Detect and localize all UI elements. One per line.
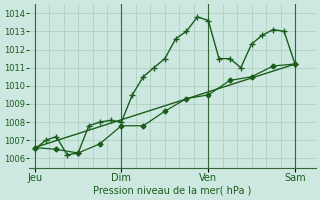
X-axis label: Pression niveau de la mer( hPa ): Pression niveau de la mer( hPa ) [93,186,252,196]
